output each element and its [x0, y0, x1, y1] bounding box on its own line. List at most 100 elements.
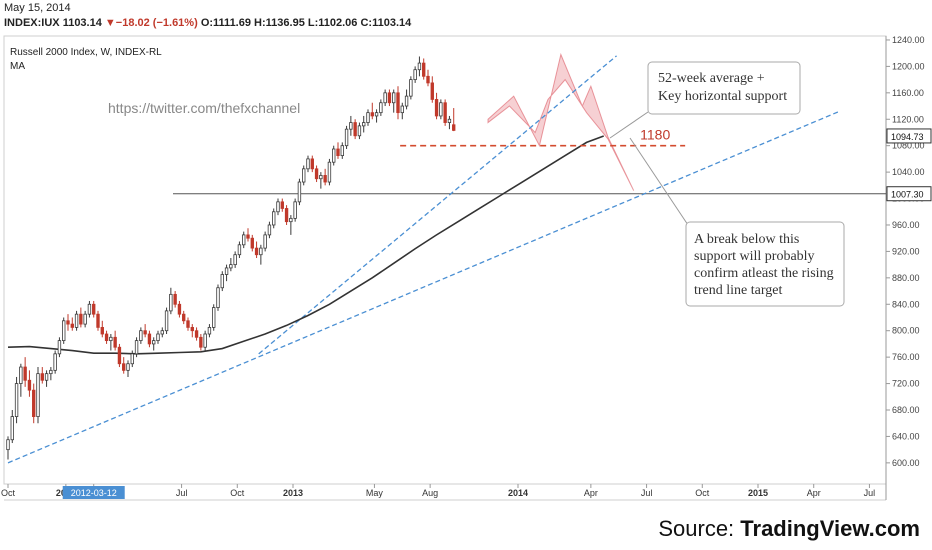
candle-body — [349, 122, 353, 130]
y-tick-label: 680.00 — [892, 405, 920, 415]
candle-body — [272, 211, 276, 226]
candle-body — [139, 330, 143, 342]
candle-body — [224, 267, 229, 275]
candle-body — [409, 79, 413, 97]
y-tick-label: 720.00 — [892, 379, 920, 389]
candle-body — [109, 336, 113, 342]
candle-body — [212, 307, 216, 328]
candle-body — [310, 158, 314, 170]
candle-body — [267, 224, 272, 236]
candle-body — [383, 92, 387, 104]
candle-body — [439, 102, 443, 117]
candle-body — [216, 287, 220, 308]
candle-body — [336, 148, 340, 156]
price-label: 1094.73 — [891, 132, 924, 142]
candle-body — [134, 340, 139, 355]
candle-body — [263, 234, 267, 249]
candle-body — [426, 75, 430, 84]
candle-body — [182, 313, 186, 322]
header-last: 1103.14 — [62, 17, 102, 29]
callout-2-pointer — [629, 137, 691, 229]
candle-body — [297, 181, 302, 203]
candle-body — [177, 303, 182, 315]
y-tick-label: 800.00 — [892, 326, 920, 336]
support-line-label: 1180 — [640, 127, 670, 143]
candle-body — [143, 330, 147, 335]
candle-body — [237, 244, 242, 256]
x-tick-label: Jul — [176, 488, 188, 498]
candle-body — [250, 237, 254, 249]
candle-body — [44, 373, 49, 381]
y-tick-label: 760.00 — [892, 352, 920, 362]
candle-body — [259, 247, 263, 256]
candle-body — [370, 112, 374, 117]
callout-1-box — [647, 61, 801, 115]
candle-body — [152, 340, 156, 345]
y-tick-label: 1040.00 — [892, 167, 925, 177]
candle-body — [49, 369, 53, 375]
candle-body — [87, 303, 92, 315]
candle-body — [374, 112, 379, 117]
candle-body — [74, 313, 79, 328]
x-tick-label: 2014 — [508, 488, 528, 498]
candle-body — [160, 330, 164, 335]
candle-body — [284, 208, 289, 223]
x-tick-label: 2013 — [283, 488, 303, 498]
candle-body — [40, 373, 44, 381]
header-quote: INDEX:IUX 1103.14 ▼−18.02 (−1.61%) O:111… — [4, 17, 411, 29]
candle-body — [147, 333, 152, 345]
candle-body — [340, 145, 344, 156]
callout-2-text: trend line target — [694, 283, 782, 298]
candle-body — [19, 366, 23, 384]
callout-2-box — [685, 221, 845, 307]
candle-body — [323, 175, 327, 183]
x-cursor-label: 2012-03-12 — [71, 488, 117, 498]
candle-body — [314, 168, 319, 180]
y-tick-label: 1200.00 — [892, 61, 925, 71]
candle-body — [443, 102, 447, 123]
head-shoulders-pattern — [487, 52, 635, 191]
candle-body — [126, 363, 130, 371]
candle-body — [203, 333, 207, 348]
candle-body — [10, 416, 14, 441]
y-tick-label: 1160.00 — [892, 88, 924, 98]
price-label-box — [886, 128, 932, 144]
candle-body — [27, 379, 32, 391]
candle-body — [173, 293, 177, 305]
header-change: −18.02 (−1.61%) — [115, 17, 198, 29]
down-triangle-icon: ▼ — [104, 17, 116, 29]
candle-body — [293, 201, 297, 219]
candle-body — [186, 320, 190, 328]
candle-body — [447, 118, 452, 123]
candle-body — [242, 234, 246, 246]
moving-average-line — [7, 135, 604, 355]
callout-1-pointer — [609, 111, 649, 139]
candle-body — [392, 92, 396, 104]
candle-body — [66, 320, 70, 325]
candle-body — [306, 158, 310, 170]
y-tick-label: 1080.00 — [892, 141, 925, 151]
candle-body — [344, 128, 349, 147]
header-open: O:1111.69 — [200, 17, 251, 29]
candle-body — [413, 69, 417, 81]
candle-body — [62, 320, 66, 342]
candle-body — [452, 124, 456, 131]
candle-body — [130, 353, 134, 365]
candle-body — [379, 102, 383, 114]
candle-body — [319, 175, 323, 180]
x-tick-label: Oct — [695, 488, 710, 498]
candle-body — [14, 383, 19, 418]
candle-body — [96, 313, 100, 328]
price-label-box — [886, 186, 932, 202]
x-tick-label: Oct — [1, 488, 16, 498]
candle-body — [199, 336, 203, 348]
chart-title: Russell 2000 Index, W, INDEX-RL — [10, 47, 162, 58]
source-prefix: Source: — [658, 516, 741, 541]
candle-body — [36, 373, 40, 418]
candle-body — [32, 389, 36, 418]
candle-body — [220, 274, 224, 289]
x-tick-label: Apr — [584, 488, 598, 498]
candle-body — [417, 62, 422, 71]
candle-body — [404, 95, 409, 107]
